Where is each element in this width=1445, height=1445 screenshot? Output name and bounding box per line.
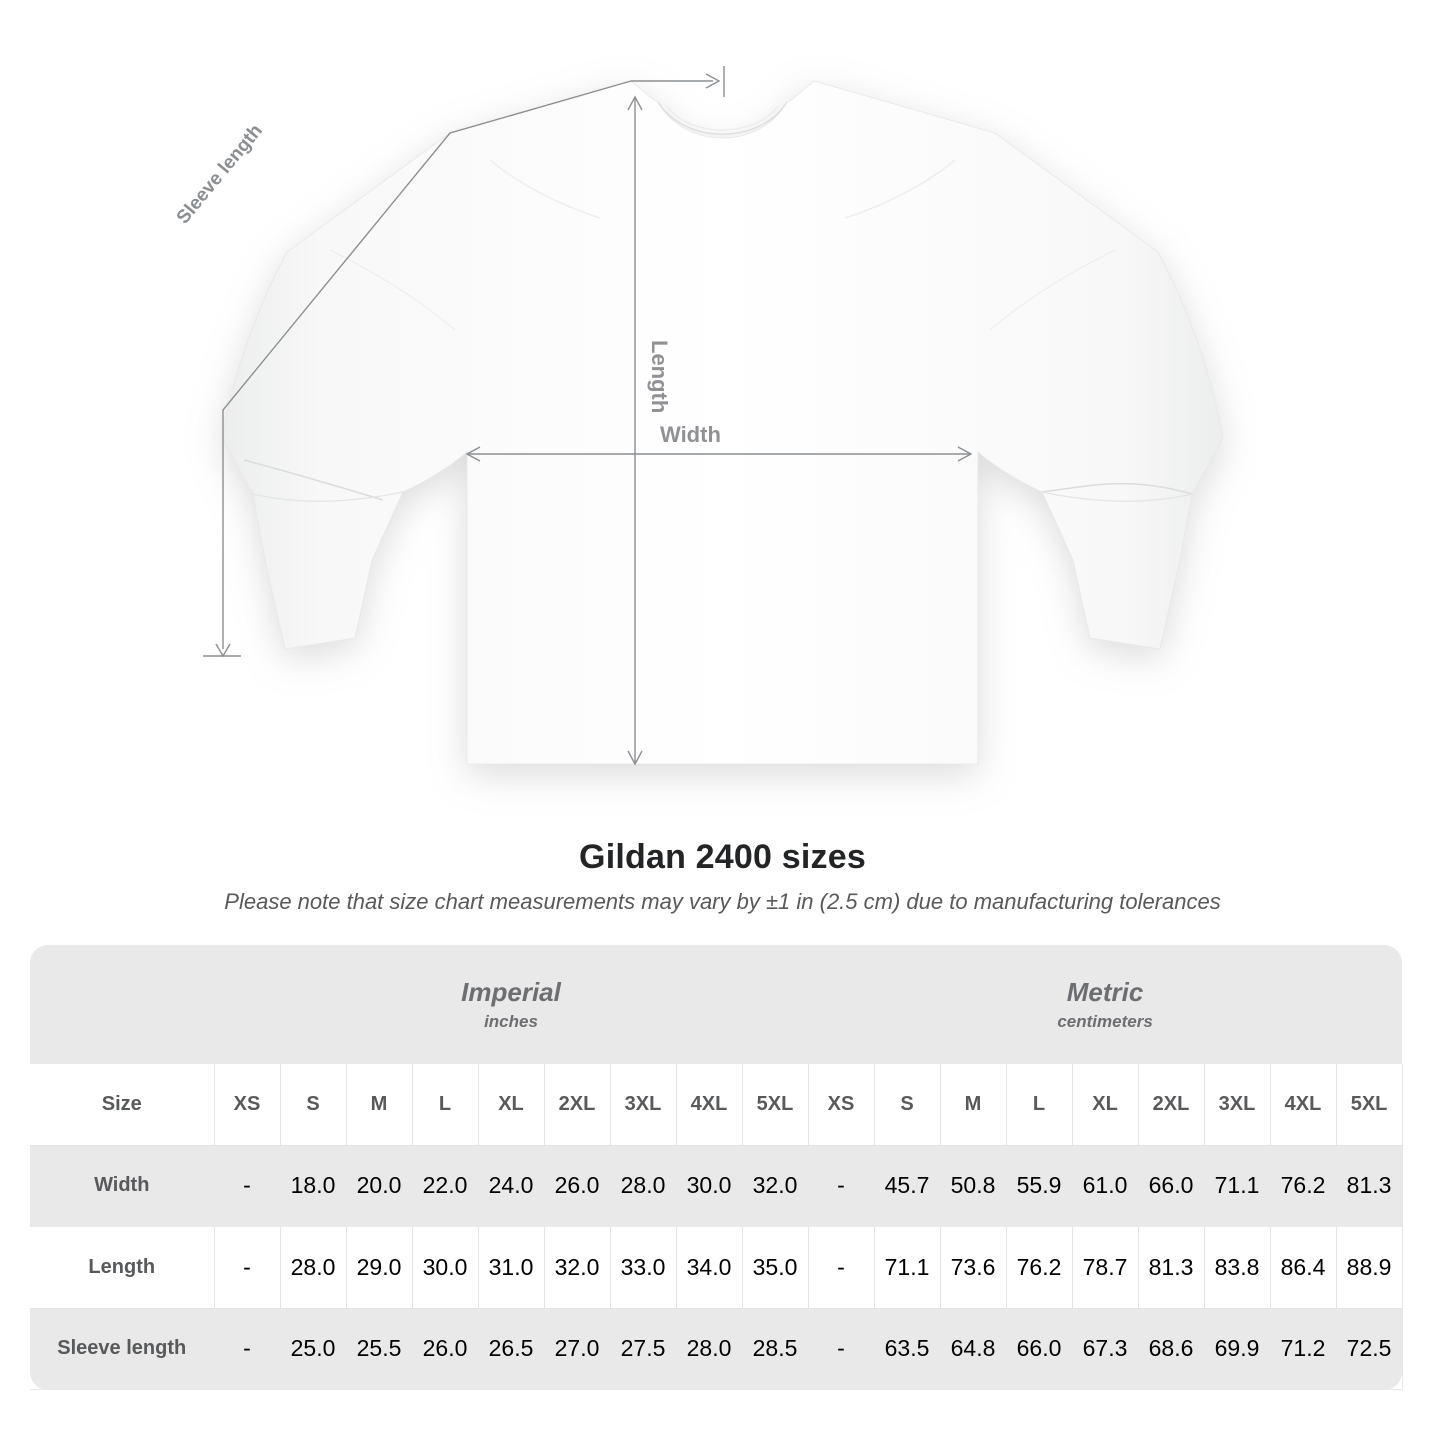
svg-text:Length: Length bbox=[647, 340, 672, 413]
svg-text:Width: Width bbox=[660, 422, 721, 447]
svg-text:Sleeve length: Sleeve length bbox=[173, 120, 267, 228]
